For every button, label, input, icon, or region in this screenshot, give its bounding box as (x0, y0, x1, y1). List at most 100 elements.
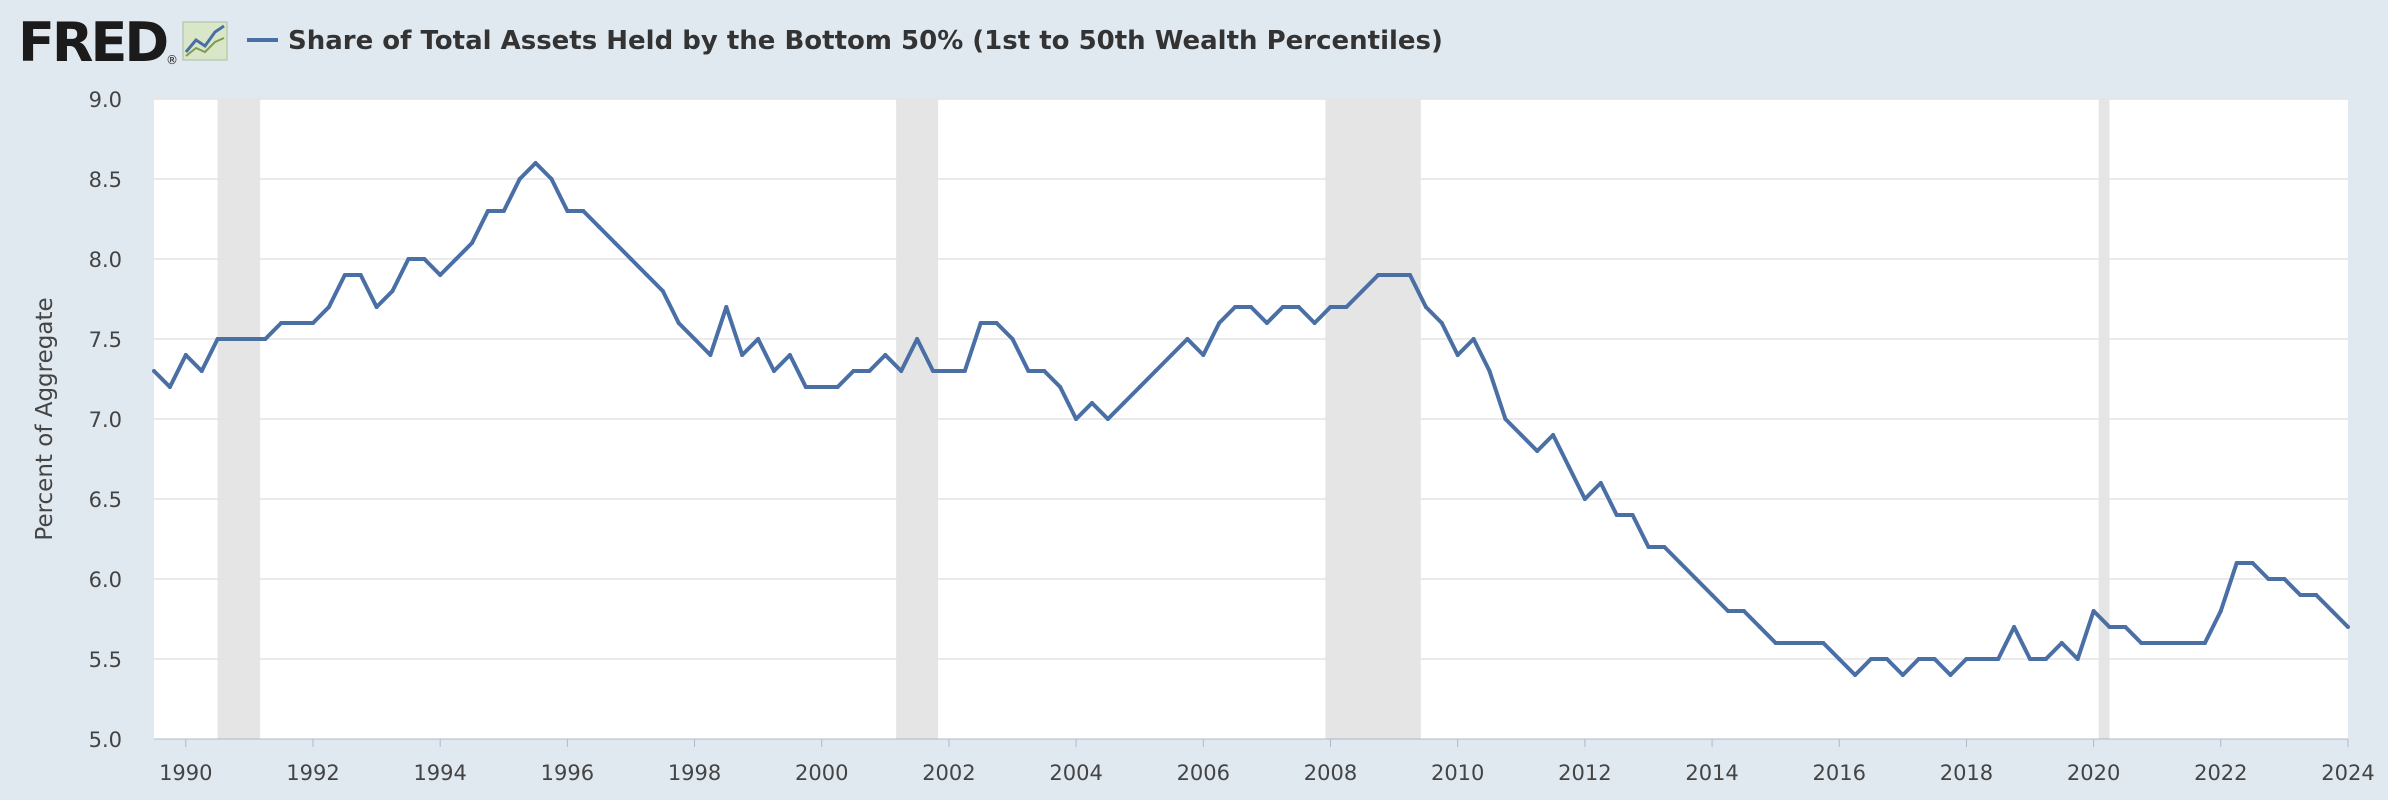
data-point (1741, 609, 1746, 613)
data-point (2075, 657, 2080, 661)
x-tick-label: 2018 (1940, 761, 1993, 785)
data-point (517, 177, 522, 181)
data-point (1900, 673, 1905, 677)
data-point (915, 337, 920, 341)
data-point (1884, 657, 1889, 661)
data-point (2107, 625, 2112, 629)
x-tick-label: 1992 (286, 761, 339, 785)
data-point (454, 257, 459, 261)
data-point (1169, 353, 1174, 357)
data-point (1074, 417, 1079, 421)
data-point (342, 273, 347, 277)
data-point (1058, 385, 1063, 389)
x-tick-label: 2012 (1558, 761, 1611, 785)
x-tick-label: 2008 (1304, 761, 1357, 785)
data-point (899, 369, 904, 373)
data-point (1455, 353, 1460, 357)
data-point (1789, 641, 1794, 645)
data-point (1821, 641, 1826, 645)
data-point (1217, 321, 1222, 325)
fred-logo[interactable]: FRED ® (18, 11, 228, 74)
data-point (946, 369, 951, 373)
data-point (215, 337, 220, 341)
x-tick-label: 1994 (413, 761, 466, 785)
data-point (374, 305, 379, 309)
data-point (2282, 577, 2287, 581)
data-point (2028, 657, 2032, 661)
data-point (1471, 337, 1476, 341)
data-point (1105, 417, 1110, 421)
data-point (1567, 465, 1571, 469)
data-point (152, 369, 156, 373)
x-tick-label: 2004 (1049, 761, 1102, 785)
data-point (231, 337, 236, 341)
y-tick-label: 6.0 (89, 568, 122, 592)
data-point (2171, 641, 2176, 645)
data-point (2250, 561, 2255, 565)
y-tick-label: 7.0 (89, 408, 122, 432)
legend: Share of Total Assets Held by the Bottom… (247, 26, 1443, 56)
data-point (1678, 561, 1683, 565)
data-point (2187, 641, 2191, 645)
data-point (2155, 641, 2160, 645)
data-point (470, 241, 474, 245)
data-point (819, 385, 824, 389)
data-point (1408, 273, 1412, 277)
data-point (1773, 641, 1778, 645)
data-point (1662, 545, 1667, 549)
data-point (1264, 321, 1269, 325)
data-point (581, 209, 586, 213)
data-point (1980, 657, 1985, 661)
data-point (1519, 433, 1524, 437)
data-point (994, 321, 999, 325)
data-point (438, 273, 443, 277)
x-tick-label: 1998 (668, 761, 721, 785)
data-point (1916, 657, 1921, 661)
y-tick-label: 9.0 (89, 88, 122, 112)
data-point (660, 289, 665, 293)
data-point (1423, 305, 1428, 309)
data-point (2059, 641, 2064, 645)
data-point (2123, 625, 2128, 629)
data-point (533, 161, 538, 165)
data-point (2330, 609, 2335, 613)
data-point (1646, 545, 1651, 549)
x-tick-label: 1996 (541, 761, 594, 785)
data-point (1837, 657, 1842, 661)
data-point (629, 257, 633, 261)
data-point (2043, 657, 2048, 661)
x-tick-label: 2014 (1685, 761, 1738, 785)
data-point (1503, 417, 1508, 421)
data-point (1757, 625, 1762, 629)
y-tick-label: 8.5 (89, 168, 122, 192)
data-point (1312, 321, 1317, 325)
data-point (1726, 609, 1730, 613)
data-point (613, 241, 618, 245)
data-point (2234, 561, 2239, 565)
data-point (2218, 609, 2223, 613)
data-point (1535, 449, 1540, 453)
data-point (2314, 593, 2319, 597)
data-point (549, 177, 554, 181)
data-point (183, 353, 188, 357)
data-point (1630, 513, 1635, 517)
data-point (199, 369, 204, 373)
x-tick-label: 1990 (159, 761, 212, 785)
data-point (1137, 385, 1142, 389)
x-tick-label: 2010 (1431, 761, 1484, 785)
data-point (565, 209, 570, 213)
data-point (1853, 673, 1858, 677)
data-point (708, 353, 713, 357)
data-point (931, 369, 935, 373)
data-point (883, 353, 888, 357)
data-point (1201, 353, 1206, 357)
data-point (1439, 321, 1444, 325)
y-tick-label: 5.5 (89, 648, 122, 672)
data-point (390, 289, 395, 293)
data-point (501, 209, 506, 213)
data-point (326, 305, 331, 309)
data-point (2012, 625, 2017, 629)
data-point (311, 321, 315, 325)
data-point (1805, 641, 1810, 645)
